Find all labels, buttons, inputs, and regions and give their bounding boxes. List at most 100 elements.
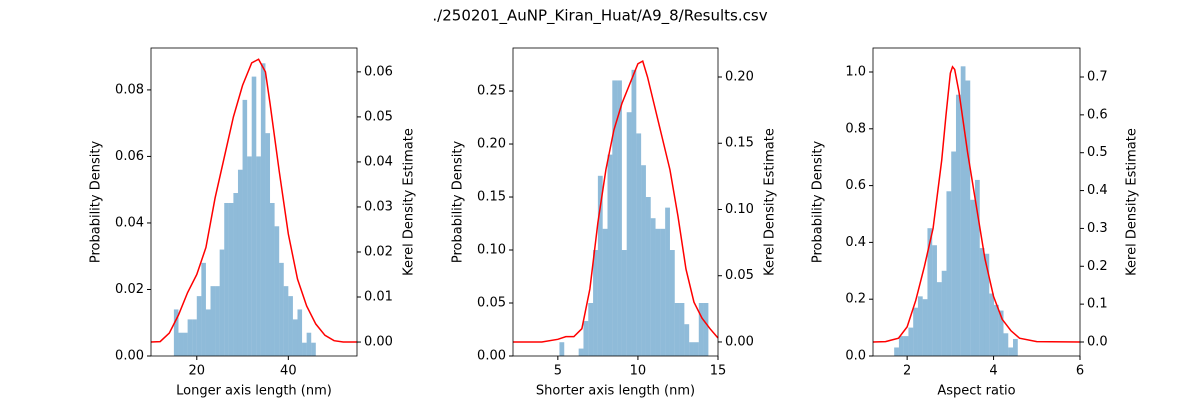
y2-axis-label: Kerel Density Estimate: [402, 128, 417, 276]
histogram-bar: [922, 299, 928, 356]
histogram-bar: [994, 304, 999, 356]
histogram-bar: [306, 332, 312, 356]
histogram-bar: [228, 202, 234, 356]
histogram-bar: [689, 342, 694, 356]
histogram-bar: [183, 332, 188, 356]
histogram-bar: [693, 342, 699, 356]
histogram-bar: [583, 321, 589, 356]
histogram-bar: [311, 342, 316, 356]
histogram-bar: [215, 286, 220, 356]
histogram-bar: [288, 296, 293, 356]
histogram-bar: [237, 169, 243, 356]
histogram-bar: [1008, 347, 1014, 356]
x-tick-label: 2: [903, 364, 911, 379]
histogram-bar: [274, 226, 280, 356]
histogram-bar: [970, 199, 975, 356]
histogram-bar: [302, 342, 307, 356]
histogram-bar: [588, 303, 594, 356]
histogram-bar: [913, 307, 918, 356]
histogram-bar: [283, 286, 289, 356]
histogram-bar: [260, 63, 266, 356]
y2-tick-label: 0.01: [364, 290, 393, 305]
histogram-bar: [219, 249, 225, 356]
y-tick-label: 0.25: [477, 84, 506, 99]
y-tick-label: 0.06: [115, 149, 144, 164]
y2-tick-label: 0.6: [1087, 107, 1108, 122]
y-axis-label: Probability Density: [811, 141, 826, 264]
y2-tick-label: 0.05: [364, 109, 393, 124]
histogram-bar: [960, 66, 966, 356]
histogram-bar: [602, 228, 608, 356]
histogram-bar: [1003, 333, 1009, 356]
histogram-bar: [894, 347, 899, 356]
histogram-bar: [965, 80, 971, 356]
histogram-bar: [256, 156, 261, 356]
histogram-bar: [173, 309, 179, 356]
histogram-bar: [703, 303, 709, 356]
y-tick-label: 1.0: [845, 64, 866, 79]
histogram-bar: [192, 319, 197, 356]
histogram-bar: [955, 94, 961, 357]
y2-axis-label: Kerel Density Estimate: [1125, 128, 1140, 276]
y-tick-label: 0.02: [115, 282, 144, 297]
histogram-bar: [247, 156, 252, 356]
histogram-bar: [196, 296, 202, 356]
histogram-bar: [908, 327, 914, 356]
y2-tick-label: 0.15: [725, 136, 754, 151]
x-tick-label: 10: [630, 364, 647, 379]
y2-tick-label: 0.0: [1087, 334, 1108, 349]
y-tick-label: 0.10: [477, 243, 506, 258]
histogram-bar: [941, 270, 947, 356]
y-tick-label: 0.00: [115, 349, 144, 364]
histogram-bar: [669, 250, 675, 356]
histogram-bar: [932, 245, 937, 356]
y-tick-label: 0.04: [115, 215, 144, 230]
y2-tick-label: 0.06: [364, 64, 393, 79]
y2-tick-label: 0.03: [364, 199, 393, 214]
histogram-bar: [660, 228, 666, 356]
x-axis-label: Aspect ratio: [937, 384, 1015, 399]
histogram-bar: [984, 253, 990, 356]
histogram-bar: [655, 228, 661, 356]
y2-tick-label: 0.7: [1087, 69, 1108, 84]
y-tick-label: 0.4: [845, 235, 866, 250]
histogram-bar: [626, 112, 632, 357]
y-tick-label: 0.6: [845, 178, 866, 193]
x-tick-label: 5: [554, 364, 562, 379]
histogram-bar: [292, 319, 298, 356]
y-axis-label: Probability Density: [89, 141, 104, 264]
histogram-bar: [927, 228, 933, 356]
y-tick-label: 0.15: [477, 190, 506, 205]
histogram-bar: [974, 179, 980, 356]
histogram-bar: [998, 310, 1004, 356]
histogram-bar: [233, 193, 238, 356]
histogram-bar: [265, 133, 271, 356]
histogram-bar: [936, 282, 942, 356]
histogram-bar: [578, 348, 584, 356]
x-axis-label: Longer axis length (nm): [176, 384, 332, 399]
y2-tick-label: 0.02: [364, 244, 393, 259]
histogram-bar: [679, 303, 685, 356]
y2-tick-label: 0.4: [1087, 183, 1108, 198]
figure-title: ./250201_AuNP_Kiran_Huat/A9_8/Results.cs…: [432, 7, 767, 26]
y-tick-label: 0.08: [115, 82, 144, 97]
y-tick-label: 0.0: [845, 349, 866, 364]
y-tick-label: 0.05: [477, 296, 506, 311]
histogram-bar: [641, 165, 646, 356]
x-tick-label: 6: [1076, 364, 1084, 379]
kde-line: [513, 60, 719, 343]
histogram-bar: [946, 191, 952, 356]
kde-line: [150, 58, 357, 343]
histogram-bar: [951, 151, 956, 356]
y-axis-label: Probability Density: [451, 141, 466, 264]
histogram-bar: [607, 154, 613, 356]
histogram-bar: [665, 207, 670, 356]
kde-line: [872, 65, 1081, 343]
histogram-bar: [979, 248, 985, 356]
x-tick-label: 40: [280, 364, 297, 379]
histogram-bar: [674, 303, 680, 356]
histogram-bar: [242, 99, 248, 356]
axes-frame: [150, 47, 358, 357]
histogram-bar: [559, 342, 565, 356]
x-tick-label: 4: [989, 364, 997, 379]
